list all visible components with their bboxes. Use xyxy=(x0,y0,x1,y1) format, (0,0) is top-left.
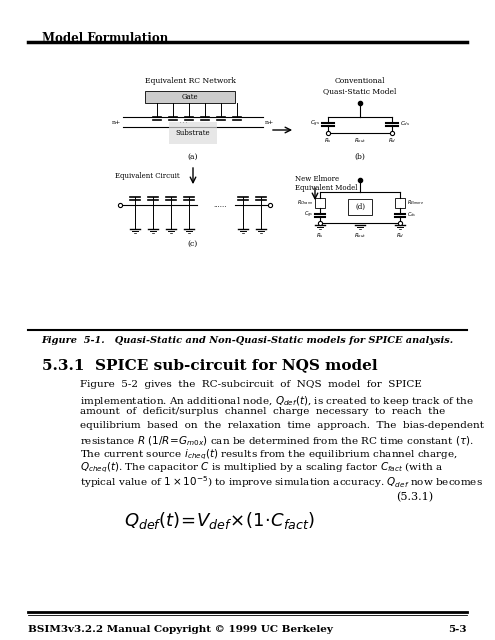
Text: ......: ...... xyxy=(213,201,227,209)
Text: equilibrium  based  on  the  relaxation  time  approach.  The  bias-dependent: equilibrium based on the relaxation time… xyxy=(80,420,484,429)
Text: ···: ··· xyxy=(179,118,188,128)
Text: $R_{out}$: $R_{out}$ xyxy=(354,136,366,145)
Text: n+: n+ xyxy=(265,120,274,125)
Text: $\mathit{Q_{cheq}}(t)$. The capacitor $\mathit{C}$ is multiplied by a scaling fa: $\mathit{Q_{cheq}}(t)$. The capacitor $\… xyxy=(80,461,443,476)
Text: Model Formulation: Model Formulation xyxy=(42,32,168,45)
Text: Figure  5-2  gives  the  RC-subcircuit  of  NQS  model  for  SPICE: Figure 5-2 gives the RC-subcircuit of NQ… xyxy=(80,380,422,389)
Text: n+: n+ xyxy=(112,120,121,125)
Text: Conventional: Conventional xyxy=(335,77,385,85)
Bar xyxy=(315,198,325,208)
Bar xyxy=(145,91,235,103)
Text: $R_{Elmore}$: $R_{Elmore}$ xyxy=(407,198,424,207)
Text: 5.3.1  SPICE sub-circuit for NQS model: 5.3.1 SPICE sub-circuit for NQS model xyxy=(42,358,378,372)
Text: Gate: Gate xyxy=(182,93,198,101)
Text: Equivalent RC Network: Equivalent RC Network xyxy=(145,77,236,85)
Text: Figure  5-1.   Quasi-Static and Non-Quasi-Static models for SPICE analysis.: Figure 5-1. Quasi-Static and Non-Quasi-S… xyxy=(41,336,453,345)
Text: amount  of  deficit/surplus  channel  charge  necessary  to  reach  the: amount of deficit/surplus channel charge… xyxy=(80,407,445,416)
Text: $C_{ds}$: $C_{ds}$ xyxy=(407,211,416,220)
Text: The current source $\mathit{i_{cheq}}(t)$ results from the equilibrium channel c: The current source $\mathit{i_{cheq}}(t)… xyxy=(80,447,458,462)
Text: $R_{Chann}$: $R_{Chann}$ xyxy=(297,198,313,207)
Text: $R_s$: $R_s$ xyxy=(324,136,332,145)
Text: Substrate: Substrate xyxy=(176,129,210,137)
Text: $C_{gs}$: $C_{gs}$ xyxy=(310,119,320,129)
Text: $R_d$: $R_d$ xyxy=(388,136,396,145)
Text: implementation. An additional node, $\mathit{Q_{def}}(t)$, is created to keep tr: implementation. An additional node, $\ma… xyxy=(80,394,474,408)
Bar xyxy=(348,199,372,215)
Text: typical value of $1 \times 10^{-5}$) to improve simulation accuracy. $\mathit{Q_: typical value of $1 \times 10^{-5}$) to … xyxy=(80,474,483,490)
Text: $C_{gs}$: $C_{gs}$ xyxy=(304,210,313,220)
Text: 5-3: 5-3 xyxy=(448,625,467,634)
Text: resistance $\mathbf{\mathit{R}}$ $(1/R\!=\!G_{m0x})$ can be determined from the : resistance $\mathbf{\mathit{R}}$ $(1/R\!… xyxy=(80,434,474,447)
Text: (b): (b) xyxy=(354,153,365,161)
Text: $C_{ds}$: $C_{ds}$ xyxy=(400,120,410,129)
Text: BSIM3v3.2.2 Manual Copyright © 1999 UC Berkeley: BSIM3v3.2.2 Manual Copyright © 1999 UC B… xyxy=(28,625,333,634)
Text: (a): (a) xyxy=(188,153,198,161)
Text: (c): (c) xyxy=(188,240,198,248)
Text: $R_s$: $R_s$ xyxy=(316,231,324,240)
Text: New Elmore
Equivalent Model: New Elmore Equivalent Model xyxy=(295,175,357,192)
Text: Equivalent Circuit: Equivalent Circuit xyxy=(115,172,180,180)
Text: $R_d$: $R_d$ xyxy=(396,231,404,240)
Bar xyxy=(395,198,405,208)
Text: $Q_{def}(t)\!=\!V_{def}\!\times\!\left(1\!\cdot\!C_{fact}\right)$: $Q_{def}(t)\!=\!V_{def}\!\times\!\left(1… xyxy=(124,510,316,531)
Text: Quasi-Static Model: Quasi-Static Model xyxy=(323,87,396,95)
Text: (5.3.1): (5.3.1) xyxy=(396,492,434,502)
Text: $R_{out}$: $R_{out}$ xyxy=(354,231,366,240)
Text: (d): (d) xyxy=(355,203,365,211)
